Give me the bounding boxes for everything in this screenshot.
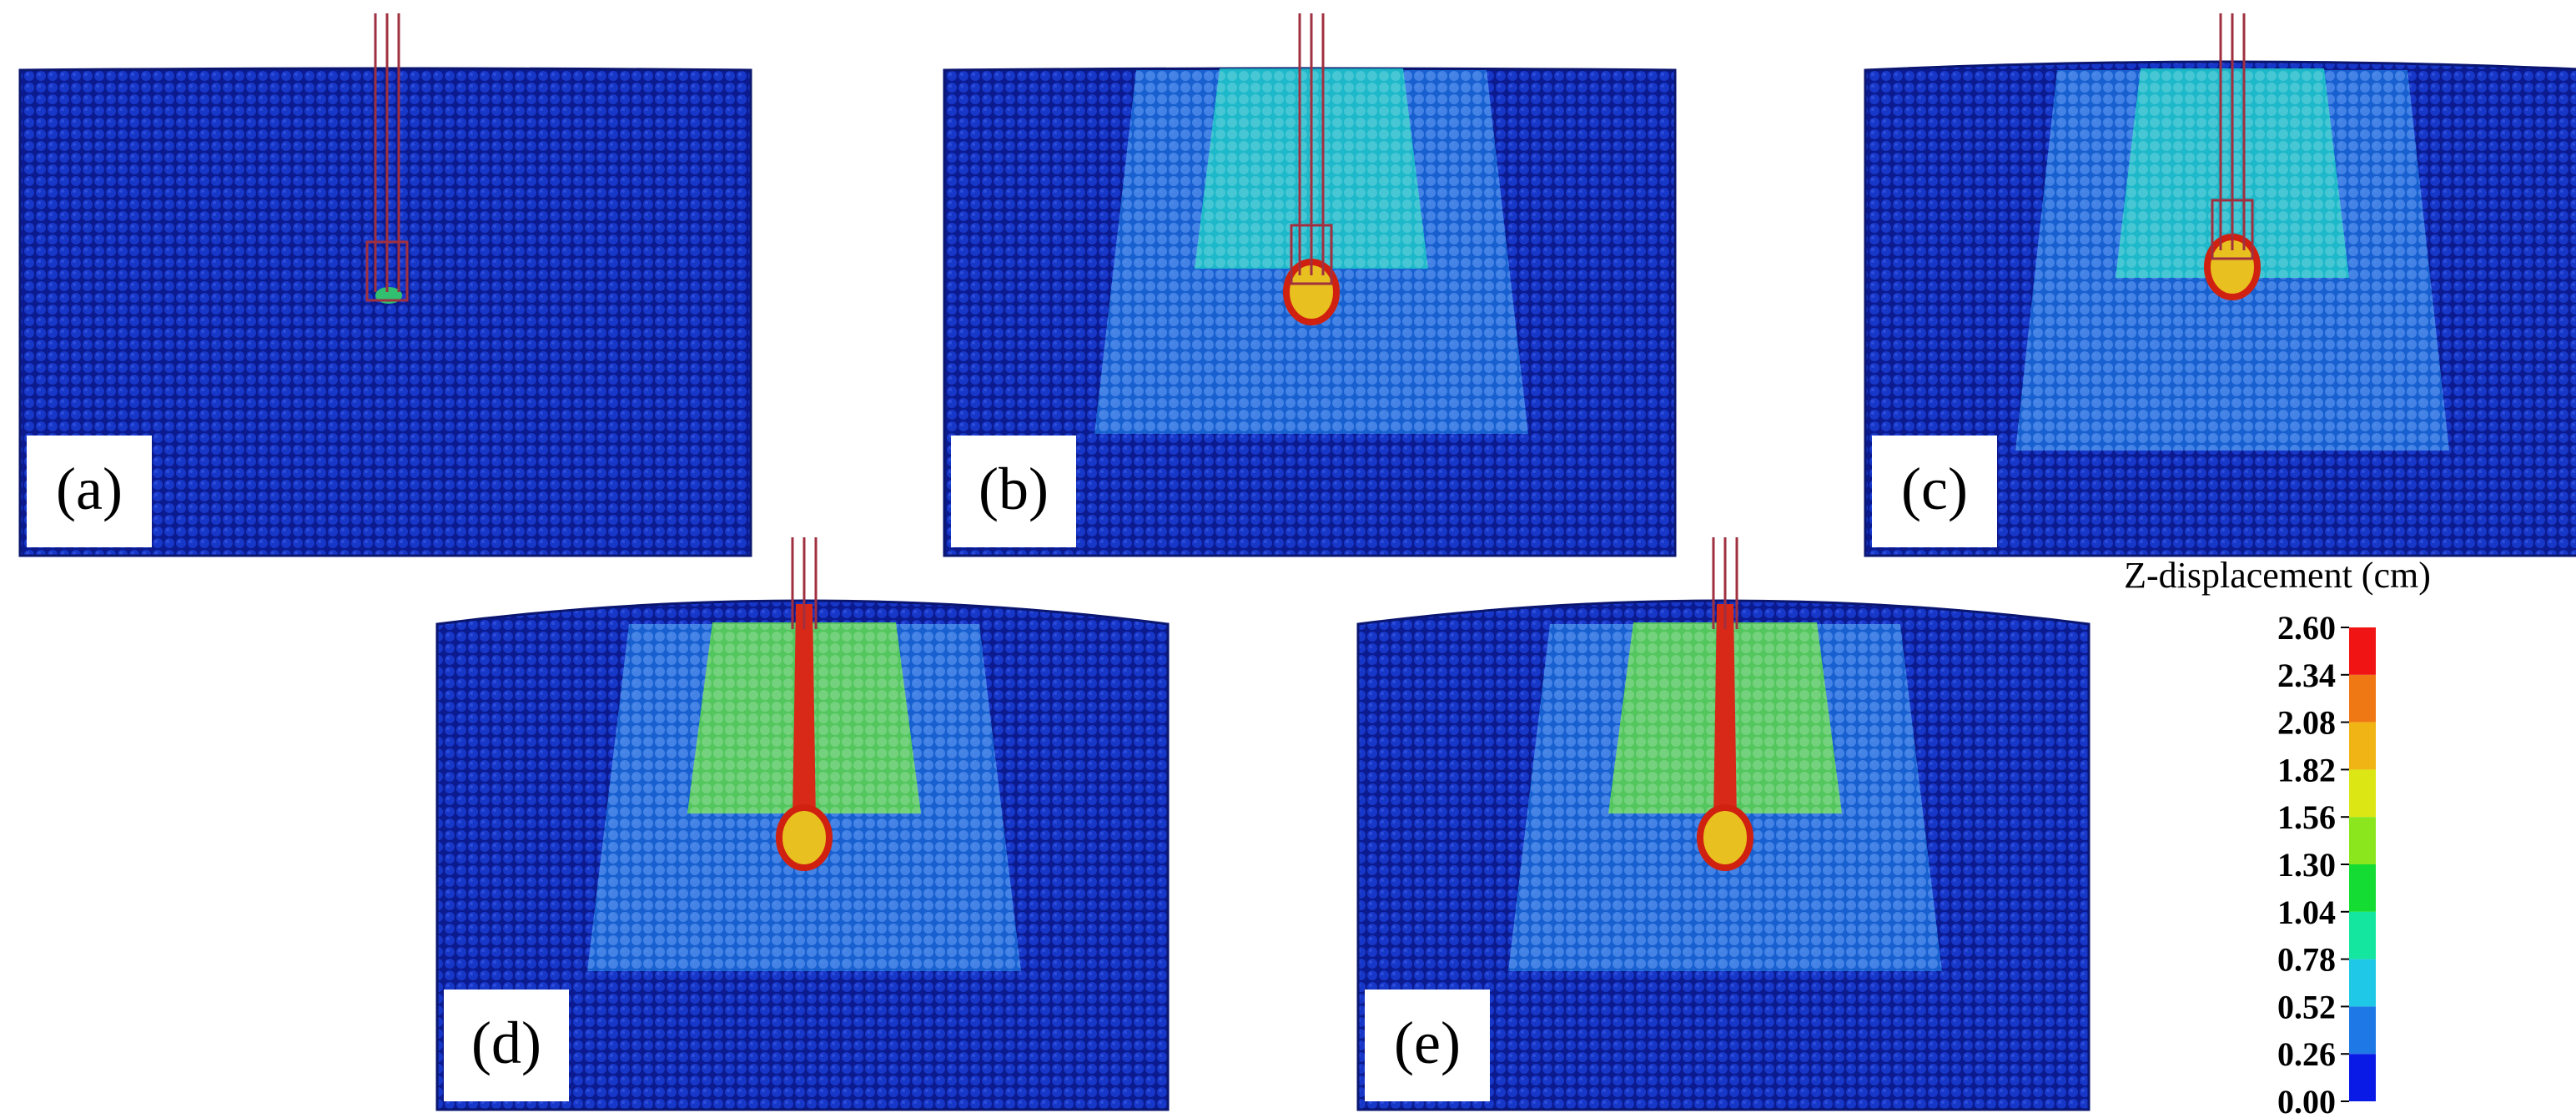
colorbar-tick-label: 0.26 [2277,1035,2336,1073]
label-box [444,990,569,1101]
colorbar-tick-label: 2.60 [2277,609,2336,647]
colorbar-segment [2349,1006,2376,1055]
shear-band [792,604,816,821]
colorbar-segment [2349,864,2376,912]
colorbar-segment [2349,1054,2376,1101]
label-box [1365,990,1490,1101]
pile-head [365,240,409,302]
pile-head [2211,199,2254,260]
colorbar-tick-label: 0.78 [2277,941,2336,979]
colorbar-tick-label: 0.00 [2277,1083,2336,1118]
panel: (c) [1864,13,2576,557]
colorbar-segment [2349,817,2376,864]
colorbar-segment [2349,959,2376,1007]
soil-body [18,67,752,557]
shear-band [1713,604,1737,821]
panel: (d) [435,537,1170,1111]
pile-head [1290,224,1333,285]
label-box [951,436,1076,547]
panel-label: (a) [56,456,123,522]
label-box [1872,436,1997,547]
colorbar-tick-label: 1.04 [2277,894,2336,931]
colorbar-segment [2349,911,2376,959]
tip-zone [1697,804,1753,871]
colorbar-tick-label: 0.52 [2277,988,2336,1025]
tip-zone [776,804,833,871]
colorbar-segment [2349,627,2376,675]
panel: (a) [18,13,752,557]
colorbar-tick-label: 1.82 [2277,751,2336,788]
colorbar-segment [2349,674,2376,723]
panel-label: (b) [979,456,1049,522]
colorbar-segment [2349,769,2376,818]
colorbar-tick-label: 2.08 [2277,704,2336,742]
label-box [27,436,152,547]
panel: (e) [1356,537,2090,1111]
panel: (b) [943,13,1677,557]
colorbar-title: Z-displacement (cm) [2124,555,2431,596]
colorbar-segment [2349,722,2376,770]
panel-label: (e) [1394,1010,1461,1076]
panel-label: (d) [471,1010,541,1076]
colorbar-tick-label: 2.34 [2277,657,2336,694]
colorbar-tick-label: 1.56 [2277,798,2336,836]
panel-label: (c) [1901,456,1968,522]
colorbar-tick-label: 1.30 [2277,846,2336,884]
